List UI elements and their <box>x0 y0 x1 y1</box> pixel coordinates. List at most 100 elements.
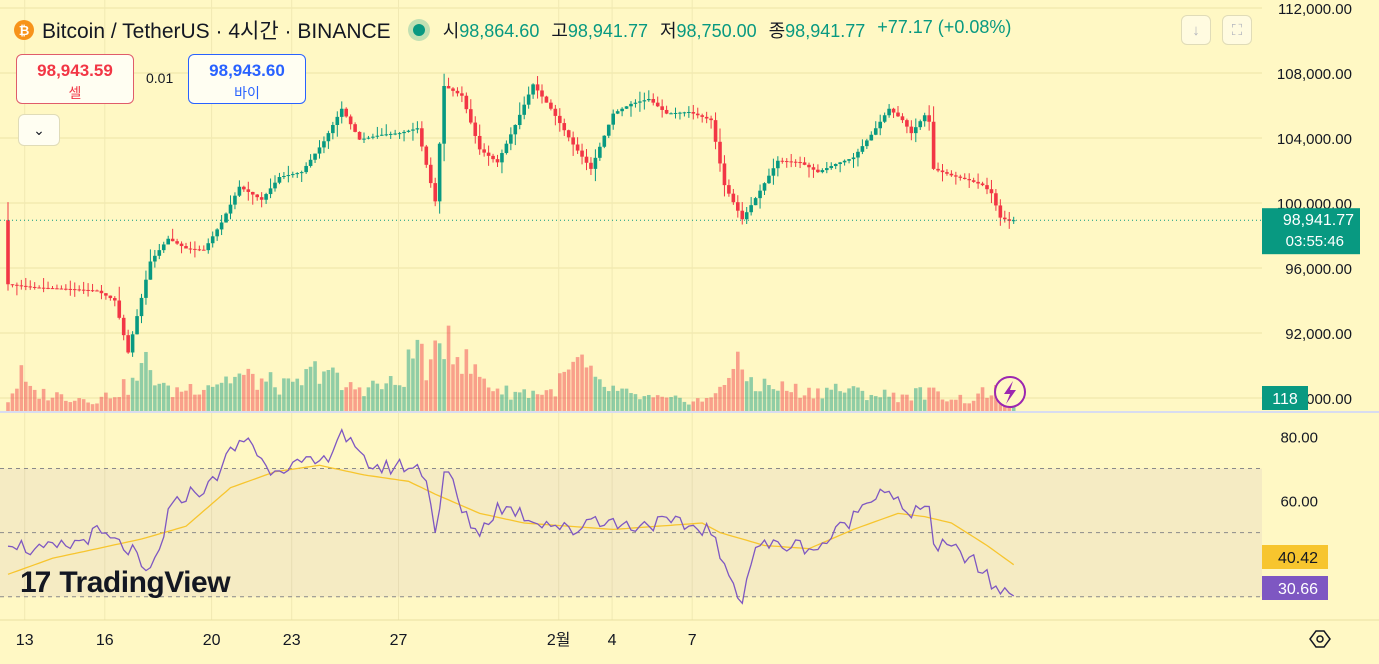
volume-tag <box>1262 386 1308 410</box>
volume-bar <box>282 378 286 412</box>
candle-body <box>651 99 656 103</box>
volume-bar <box>202 389 206 412</box>
volume-bar <box>161 382 166 412</box>
candle-body <box>655 102 660 107</box>
volume-bar <box>740 369 745 412</box>
candle-body <box>691 112 696 114</box>
last-price-label: 98,941.77 <box>1283 212 1354 229</box>
candle-body <box>299 172 304 174</box>
volume-bar <box>28 385 33 412</box>
volume-bar <box>68 402 73 412</box>
volume-bar <box>878 397 882 412</box>
candle-body <box>807 164 811 168</box>
volume-bar <box>807 387 811 412</box>
volume-bar <box>117 397 122 412</box>
volume-bar <box>829 389 834 412</box>
volume-bar <box>736 351 740 412</box>
candle-body <box>789 161 793 163</box>
candle-body <box>19 285 24 287</box>
volume-bar <box>393 384 397 412</box>
volume-bar <box>882 389 887 412</box>
candle-body <box>362 138 366 140</box>
sell-button[interactable]: 98,943.59 셀 <box>16 54 134 104</box>
volume-bar <box>46 400 50 412</box>
volume-bar <box>464 349 469 412</box>
candle-body <box>420 128 424 147</box>
volume-bar <box>962 403 967 412</box>
volume-bar <box>99 396 104 412</box>
chevron-down-icon[interactable]: ⌄ <box>18 114 60 146</box>
volume-bar <box>838 391 842 412</box>
volume-bar <box>517 392 522 412</box>
volume-bar <box>428 359 433 412</box>
volume-bar <box>166 385 170 412</box>
candle-body <box>117 300 122 318</box>
volume-bar <box>473 364 478 412</box>
volume-bar <box>989 395 994 412</box>
volume-bar <box>509 399 513 412</box>
candle-body <box>682 112 687 114</box>
volume-bar <box>958 394 963 412</box>
candle-body <box>526 94 531 105</box>
candle-body <box>286 175 291 177</box>
candle-body <box>638 101 642 103</box>
candle-body <box>540 90 544 97</box>
volume-bar <box>304 369 308 412</box>
candle-body <box>179 243 184 247</box>
candle-body <box>900 116 905 121</box>
volume-bar <box>571 361 575 412</box>
candle-body <box>219 222 224 230</box>
candle-body <box>838 162 842 164</box>
candle-body <box>727 185 731 194</box>
volume-bar <box>687 404 691 412</box>
candle-body <box>700 115 704 117</box>
volume-bar <box>847 388 851 412</box>
volume-bar <box>700 401 704 412</box>
volume-bar <box>371 380 375 412</box>
candle-body <box>273 182 277 189</box>
candle-body <box>99 290 104 294</box>
volume-bar <box>678 397 682 412</box>
candle-body <box>936 168 940 171</box>
volume-bar <box>709 397 713 412</box>
volume-bar <box>130 377 135 412</box>
candle-body <box>522 104 526 115</box>
candle-body <box>37 287 41 289</box>
volume-bar <box>784 390 789 412</box>
symbol-title[interactable]: Bitcoin / TetherUS · 4시간 · BINANCE <box>42 20 391 43</box>
candle-body <box>55 288 59 290</box>
volume-bar <box>1011 406 1016 412</box>
candle-body <box>161 244 166 251</box>
candle-body <box>994 193 998 206</box>
volume-bar <box>15 388 19 412</box>
volume-bar <box>406 349 411 412</box>
volume-bar <box>331 367 335 412</box>
candle-body <box>967 179 971 181</box>
candle-body <box>509 134 513 144</box>
volume-bar <box>437 343 442 412</box>
candle-body <box>77 289 81 291</box>
volume-bar <box>704 398 709 412</box>
bitcoin-icon: ₿ <box>14 20 34 40</box>
candle-body <box>428 164 433 184</box>
candle-body <box>842 160 847 163</box>
candle-body <box>144 279 148 298</box>
candle-body <box>998 205 1003 218</box>
buy-button[interactable]: 98,943.60 바이 <box>188 54 306 104</box>
arrow-down-icon[interactable]: ↓ <box>1181 15 1211 45</box>
candle-body <box>580 150 584 157</box>
volume-bar <box>264 381 268 412</box>
candle-body <box>6 220 10 285</box>
candle-body <box>678 112 682 114</box>
price-tick-label: 108,000.00 <box>1277 66 1352 83</box>
volume-bar <box>148 370 153 412</box>
candle-body <box>188 248 193 250</box>
candle-body <box>931 121 936 169</box>
price-tick-label: 92,000.00 <box>1285 326 1352 343</box>
settings-icon[interactable] <box>1309 630 1331 648</box>
volume-bar <box>798 397 802 412</box>
candle-body <box>424 146 429 165</box>
fullscreen-icon[interactable]: ⛶ <box>1222 15 1252 45</box>
